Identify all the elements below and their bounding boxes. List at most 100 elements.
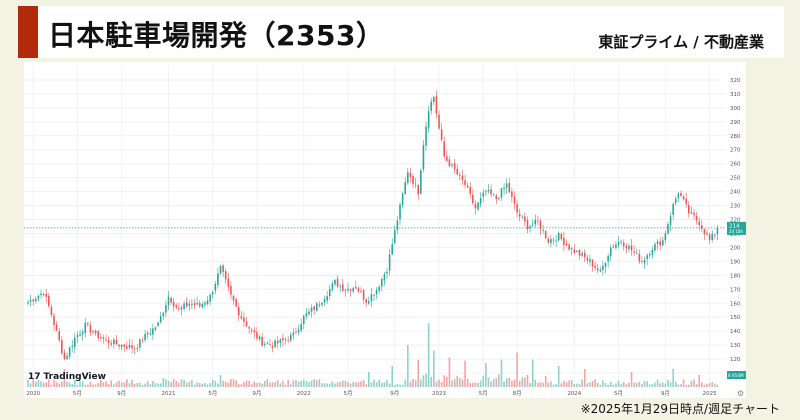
candle-body xyxy=(706,233,708,235)
candle-body xyxy=(703,229,706,234)
volume-bar xyxy=(596,382,599,387)
candle-body xyxy=(596,268,599,271)
candle-body xyxy=(188,303,191,306)
volume-bar xyxy=(451,380,453,387)
volume-bar xyxy=(219,375,222,387)
candle-body xyxy=(560,234,563,239)
candle-body xyxy=(102,337,105,339)
accent-bar xyxy=(18,6,38,58)
volume-bar xyxy=(256,383,258,387)
volume-bar xyxy=(274,381,276,387)
volume-bar xyxy=(172,379,175,387)
candle-body xyxy=(253,330,256,333)
x-tick-label: 5月 xyxy=(479,390,488,397)
candle-body xyxy=(349,289,352,291)
candle-body xyxy=(157,322,159,326)
candle-body xyxy=(628,246,630,249)
candle-body xyxy=(615,244,617,248)
candle-body xyxy=(711,233,713,240)
candle-body xyxy=(638,253,641,262)
volume-bar xyxy=(136,382,139,387)
volume-bar xyxy=(89,381,92,387)
volume-bar xyxy=(412,379,414,387)
x-tick-label: 8月 xyxy=(513,390,522,397)
volume-bar xyxy=(308,382,310,387)
volume-bar xyxy=(625,384,628,387)
volume-bar xyxy=(581,379,583,387)
volume-bar xyxy=(654,382,656,387)
candle-body xyxy=(94,330,97,334)
volume-bar xyxy=(74,379,76,387)
candle-body xyxy=(276,340,279,344)
y-tick-label: 170 xyxy=(730,287,741,293)
chart-svg: 1101201301401501601701801902002102202302… xyxy=(24,66,746,397)
volume-bar xyxy=(313,379,315,387)
volume-bar xyxy=(146,381,149,387)
candle-body xyxy=(552,239,555,241)
volume-bar xyxy=(167,380,170,387)
candle-body xyxy=(136,348,139,349)
candle-body xyxy=(495,195,498,200)
candle-body xyxy=(591,259,594,267)
x-tick-label: 2025 xyxy=(703,391,717,397)
volume-bar xyxy=(482,375,485,387)
volume-bar xyxy=(123,382,126,387)
volume-bar xyxy=(604,383,607,387)
settings-icon[interactable]: ⚙ xyxy=(736,389,744,398)
candle-body xyxy=(500,188,503,198)
volume-bar xyxy=(35,381,37,387)
x-tick-label: 9月 xyxy=(252,390,261,397)
volume-bar xyxy=(300,380,302,387)
candle-body xyxy=(232,295,235,301)
volume-bar xyxy=(469,382,472,387)
volume-bar xyxy=(695,384,698,387)
candle-body xyxy=(714,234,716,236)
candle-body xyxy=(302,315,305,325)
candle-body xyxy=(407,172,409,184)
price-chart[interactable]: 1101201301401501601701801902002102202302… xyxy=(24,62,746,398)
volume-bar xyxy=(448,357,451,387)
candle-body xyxy=(568,244,570,250)
volume-bar xyxy=(131,379,133,387)
volume-bar xyxy=(243,382,245,387)
candle-body xyxy=(461,175,464,180)
volume-bar xyxy=(261,383,263,387)
volume-bar xyxy=(79,381,81,387)
y-tick-label: 230 xyxy=(730,204,741,210)
y-tick-label: 160 xyxy=(730,301,741,307)
header-banner: 日本駐車場開発（2353） 東証プライム / 不動産業 xyxy=(18,6,784,58)
candle-body xyxy=(55,324,58,331)
candle-body xyxy=(563,237,565,246)
volume-bar xyxy=(336,382,339,387)
volume-bar xyxy=(537,382,539,387)
volume-bar xyxy=(420,379,422,387)
volume-bar xyxy=(45,382,48,387)
candle-body xyxy=(651,250,654,255)
volume-bar xyxy=(526,374,529,387)
candle-body xyxy=(196,302,198,305)
candle-body xyxy=(183,303,185,309)
volume-bar xyxy=(188,381,191,387)
volume-bar xyxy=(271,382,274,387)
candle-body xyxy=(656,241,659,244)
candle-body xyxy=(586,257,589,261)
candle-body xyxy=(76,335,79,338)
volume-bar xyxy=(492,378,495,387)
candle-body xyxy=(482,192,485,197)
volume-bar xyxy=(560,383,563,387)
candle-body xyxy=(243,317,245,322)
volume-bar xyxy=(224,381,227,387)
volume-bar xyxy=(178,382,180,387)
volume-bar xyxy=(500,359,503,387)
candle-body xyxy=(396,220,399,230)
volume-bar xyxy=(435,381,438,387)
volume-bar xyxy=(328,383,331,387)
candle-body xyxy=(45,293,48,297)
candle-body xyxy=(29,299,32,302)
volume-bar xyxy=(357,382,360,387)
candle-body xyxy=(360,290,362,292)
candle-body xyxy=(336,278,339,287)
candle-body xyxy=(178,307,180,309)
candle-body xyxy=(271,345,274,348)
candle-body xyxy=(440,129,443,140)
